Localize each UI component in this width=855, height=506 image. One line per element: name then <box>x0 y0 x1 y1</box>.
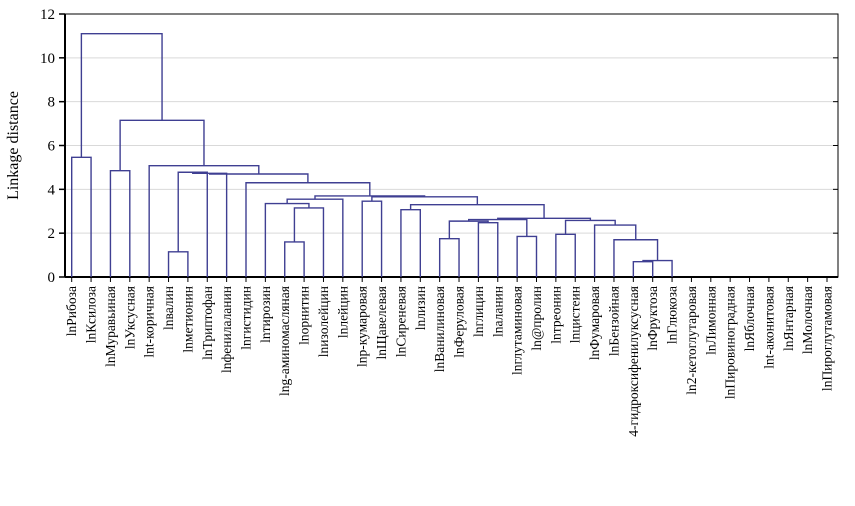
leaf-label: lnФруктоза <box>645 286 660 351</box>
dendrogram-link <box>448 220 489 239</box>
y-tick-label: 0 <box>48 270 56 286</box>
leaf-label: lnлизин <box>413 286 428 330</box>
dendrogram-link <box>245 182 371 277</box>
leaf-label: lnt-коричная <box>142 286 157 358</box>
leaf-label: ln@пролин <box>529 286 544 351</box>
leaf-label: lnПироглутамовая <box>820 286 835 391</box>
dendrogram-link <box>371 196 479 205</box>
leaf-label: lnПировиноградная <box>723 286 738 399</box>
leaf-label: lng-аминомасляная <box>277 286 292 396</box>
dendrogram-link <box>361 200 383 277</box>
y-tick-label: 8 <box>48 95 56 111</box>
leaf-label: lnорнитин <box>297 286 312 345</box>
leaf-label: lnТриптофан <box>200 286 215 360</box>
dendrogram-link <box>642 259 673 277</box>
leaf-label: lnизолейцин <box>316 286 331 357</box>
dendrogram-link <box>409 203 545 219</box>
leaf-label: lnГлюкоза <box>665 286 680 344</box>
leaf-label: lnФумаровая <box>587 286 602 360</box>
leaf-label: lnКсилоза <box>84 286 99 343</box>
leaf-label: lnвалин <box>161 286 176 330</box>
leaf-label: lnМуравьиная <box>103 286 118 367</box>
dendrogram-link <box>400 209 421 277</box>
leaf-label: lnлейцин <box>335 286 350 338</box>
y-tick-label: 6 <box>48 139 56 155</box>
dendrogram-link <box>477 221 499 277</box>
leaf-label: lnглицин <box>471 286 486 337</box>
leaf-label: lnтирозин <box>258 286 273 343</box>
leaf-label: lnфенилаланин <box>219 286 234 373</box>
leaf-label: lnp-кумаровая <box>355 286 370 367</box>
dendrogram-link <box>286 198 344 277</box>
dendrogram-link <box>70 156 92 277</box>
dendrogram-link <box>80 33 163 158</box>
leaf-label: lnБензойная <box>606 286 621 356</box>
dendrogram-link <box>192 172 228 277</box>
dendrogram-link <box>177 171 208 277</box>
leaf-label: 4-гидроксифенилуксусная <box>626 286 641 437</box>
dendrogram-link <box>613 239 659 277</box>
leaf-label: lnВанилиновая <box>432 286 447 372</box>
y-axis-title: Linkage distance <box>5 91 22 200</box>
leaf-label: lnЛимонная <box>703 286 718 355</box>
leaf-label: lnглутаминовая <box>510 286 525 375</box>
leaf-label: lnМолочная <box>800 286 815 354</box>
leaf-label: lnаланин <box>490 286 505 337</box>
leaf-label: lnЯблочная <box>742 286 757 351</box>
leaf-label: lnЯнтарная <box>781 286 796 351</box>
leaf-label: lnСиреневая <box>393 286 408 357</box>
y-tick-label: 2 <box>48 226 56 242</box>
leaf-label: lnметионин <box>180 286 195 353</box>
dendrogram-link <box>109 170 131 277</box>
leaf-label: lnУксусная <box>122 286 137 349</box>
leaf-label: lnтреонин <box>548 286 563 344</box>
dendrogram-link <box>167 251 189 277</box>
dendrogram-link <box>438 237 460 277</box>
y-tick-label: 4 <box>48 182 56 198</box>
dendrogram-link <box>148 164 260 277</box>
y-tick-label: 10 <box>40 51 55 67</box>
dendrogram-link <box>516 235 538 277</box>
leaf-label: lnt-аконитовая <box>761 286 776 369</box>
dendrogram-link <box>632 260 654 277</box>
leaf-label: lnФеруловая <box>452 286 467 358</box>
dendrogram-link <box>284 241 305 277</box>
leaf-label: lnЩавелевая <box>374 286 389 360</box>
leaf-label: ln2-кетоглутаровая <box>684 286 699 395</box>
y-tick-label: 12 <box>40 7 55 23</box>
dendrogram-link <box>564 219 616 235</box>
leaf-label: lnРибоза <box>64 286 79 336</box>
leaf-label: lnгистидин <box>239 286 254 350</box>
dendrogram-link <box>555 233 576 277</box>
leaf-label: lnцистеин <box>568 286 583 343</box>
dendrogram-link <box>264 202 310 277</box>
dendrogram-link <box>208 173 309 183</box>
